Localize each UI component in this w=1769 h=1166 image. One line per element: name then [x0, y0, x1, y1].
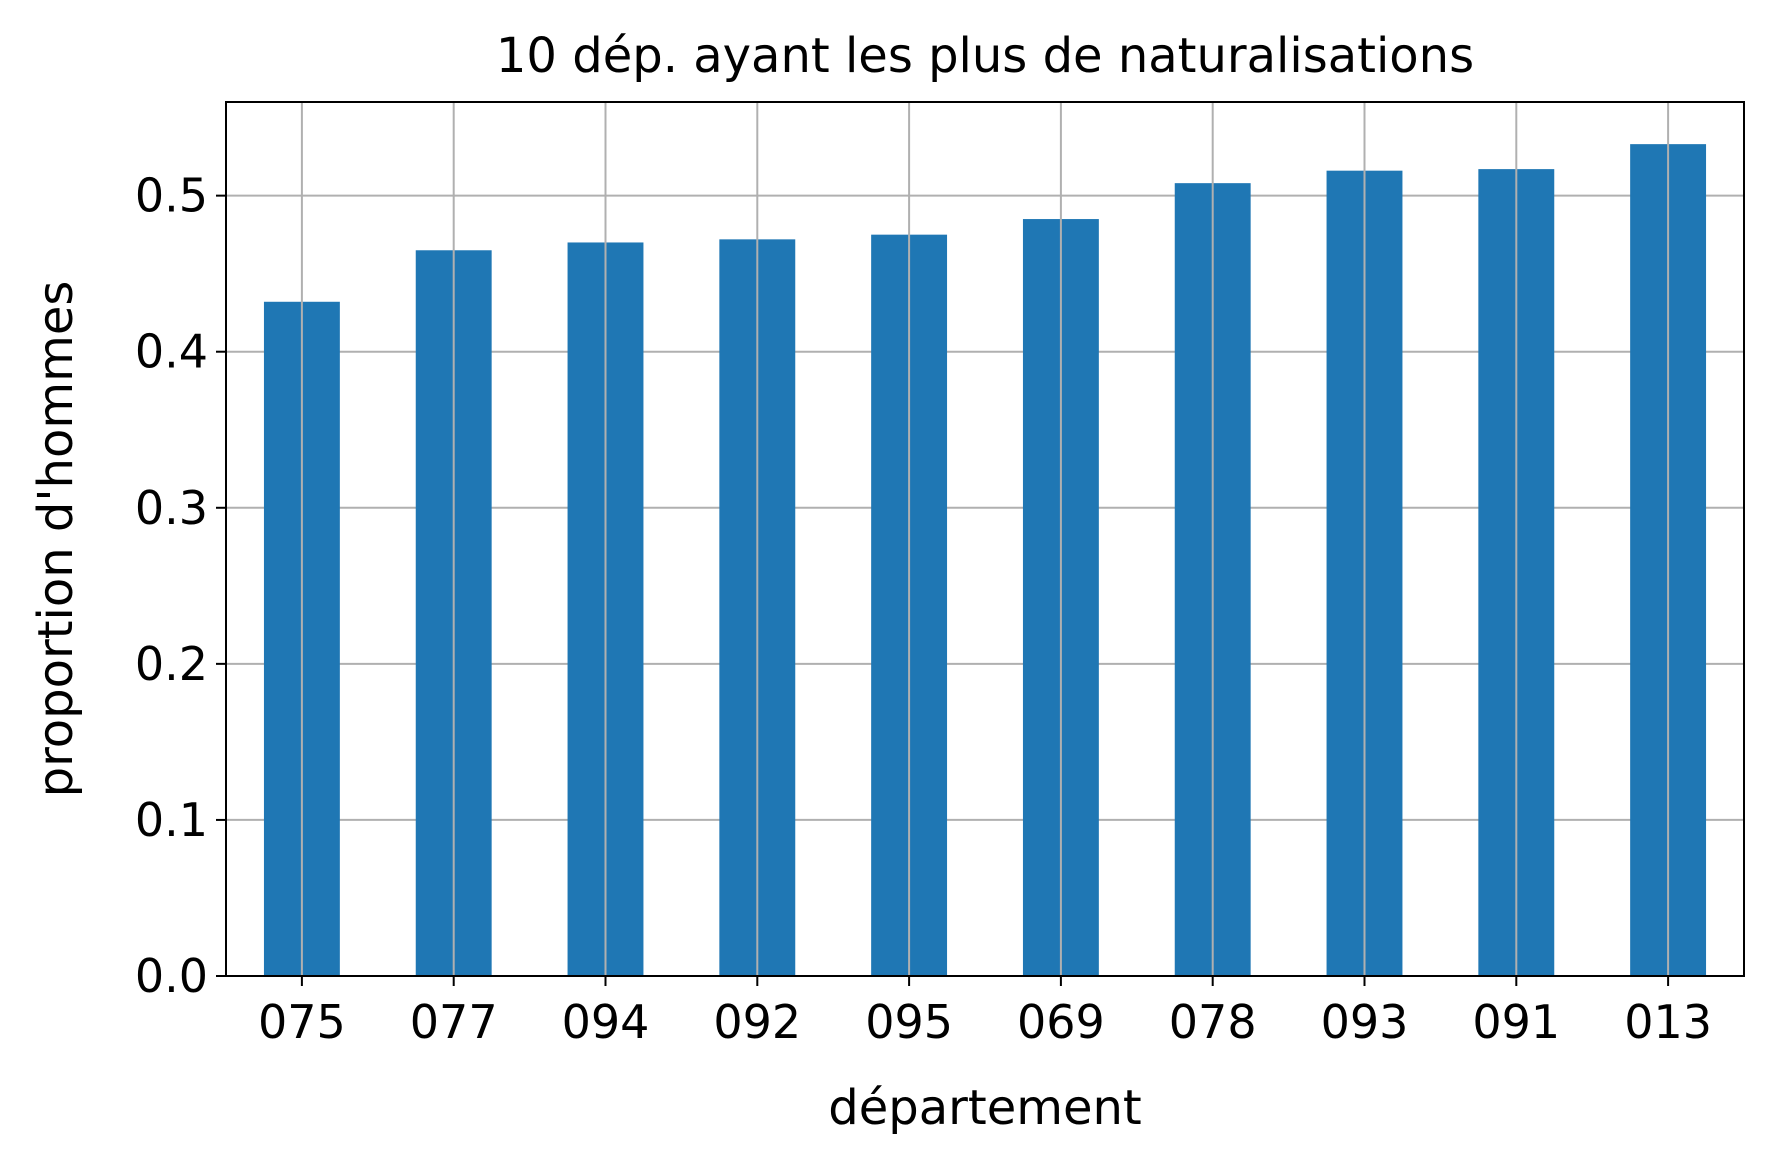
- x-tick-label: 092: [713, 995, 801, 1049]
- chart-title: 10 dép. ayant les plus de naturalisation…: [496, 28, 1474, 84]
- y-tick-label: 0.3: [135, 481, 208, 535]
- x-tick-label: 094: [562, 995, 650, 1049]
- x-tick-label: 075: [258, 995, 346, 1049]
- x-tick-label: 069: [1017, 995, 1105, 1049]
- x-tick-label: 078: [1169, 995, 1257, 1049]
- x-axis-label: département: [828, 1080, 1142, 1136]
- y-tick-label: 0.1: [135, 793, 208, 847]
- y-tick-label: 0.5: [135, 169, 208, 223]
- vertical-grid-lines: [300, 102, 1670, 976]
- x-tick-label: 091: [1472, 995, 1560, 1049]
- plot-frame: [225, 101, 1745, 977]
- bars: [263, 144, 1707, 977]
- y-axis-label: proportion d'hommes: [28, 281, 84, 798]
- x-tick-label: 013: [1624, 995, 1712, 1049]
- y-tick-label: 0.4: [135, 325, 208, 379]
- y-tick-label: 0.2: [135, 637, 208, 691]
- x-tick-label: 093: [1321, 995, 1409, 1049]
- x-tick-label: 095: [865, 995, 953, 1049]
- x-tick-label: 077: [410, 995, 498, 1049]
- y-axis-ticks: 0.0 0.1 0.2 0.3 0.4 0.5: [135, 169, 226, 1003]
- y-tick-label: 0.0: [135, 949, 208, 1003]
- x-axis-ticks: 075 077 094 092 095 069 078 093 091 013: [258, 976, 1712, 1049]
